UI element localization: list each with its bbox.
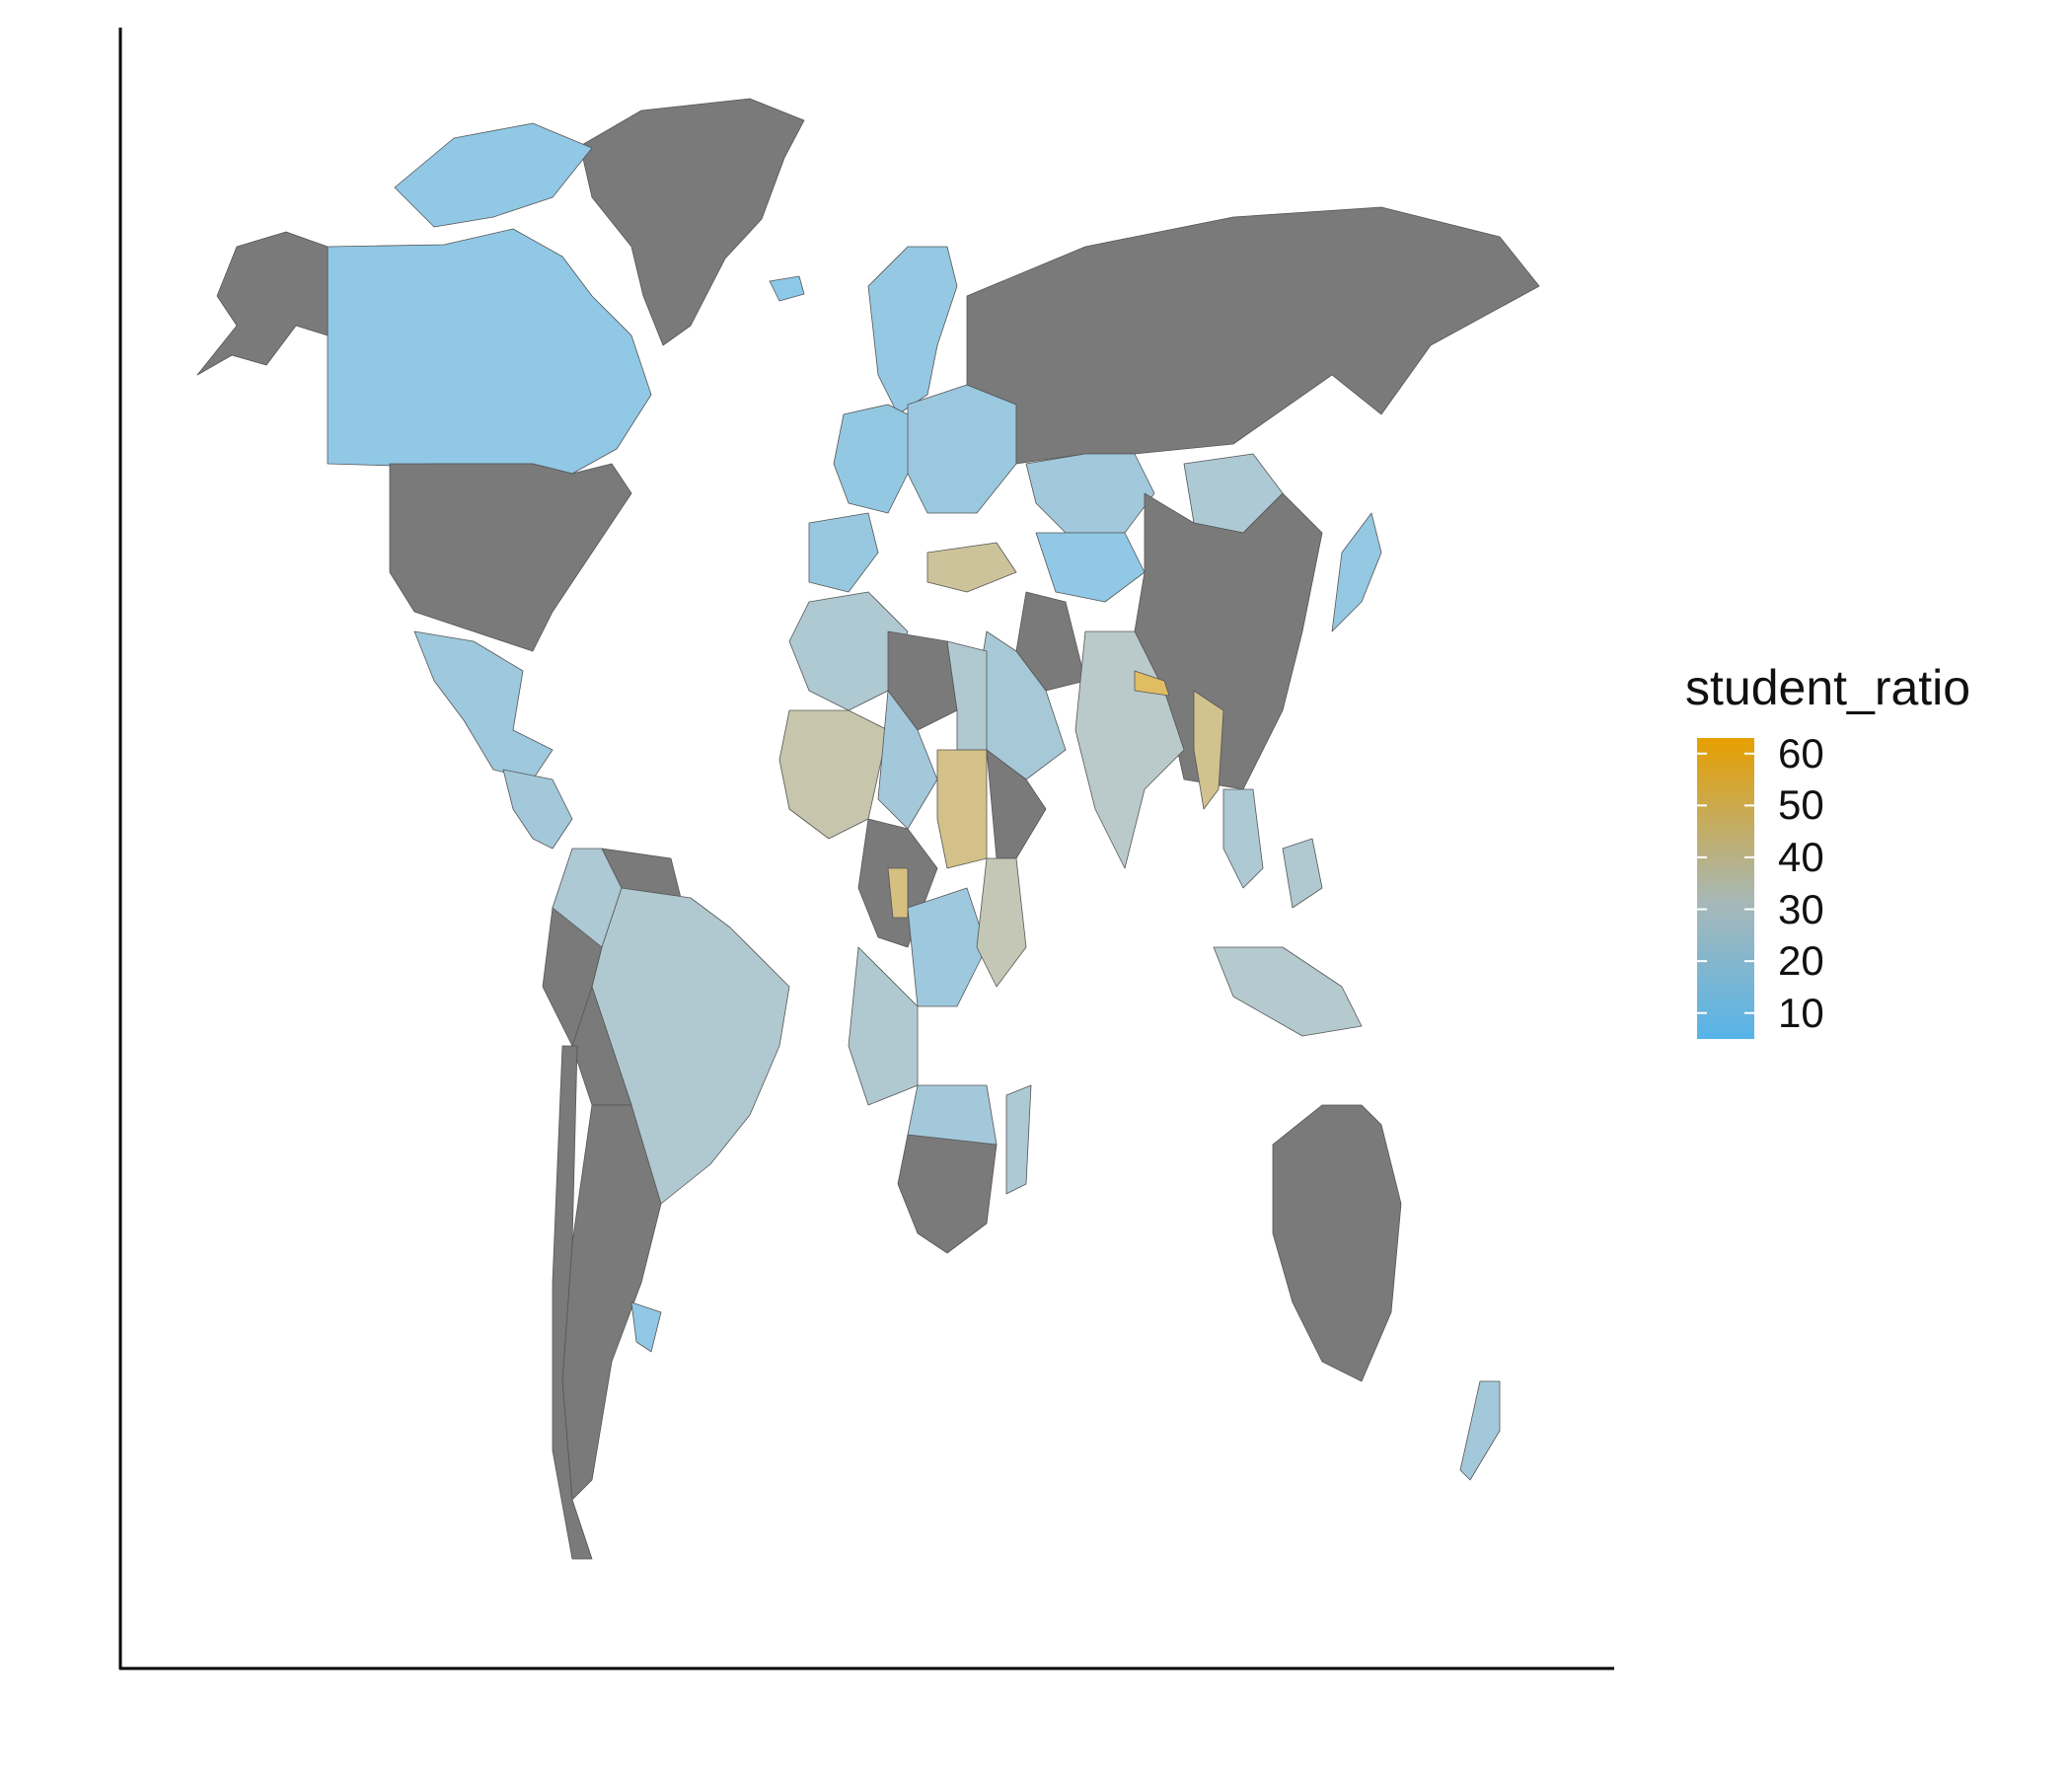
region-united-states <box>389 463 632 652</box>
region-australia <box>1272 1104 1402 1382</box>
region-greenland <box>579 98 805 346</box>
region-philippines <box>1282 838 1323 909</box>
region-uruguay <box>630 1301 662 1353</box>
region-south-africa <box>897 1134 998 1254</box>
region-nepal <box>1134 670 1170 697</box>
legend-title: student_ratio <box>1685 660 1971 715</box>
legend-tick-label: 60 <box>1778 729 1824 777</box>
region-central-america <box>502 769 573 850</box>
region-east-africa <box>976 857 1027 988</box>
region-turkey <box>926 542 1017 593</box>
region-russia <box>966 206 1540 465</box>
region-southeast-asia <box>1222 788 1264 889</box>
region-japan <box>1331 512 1382 632</box>
region-arctic-islands <box>394 122 593 228</box>
region-iran <box>1015 591 1086 692</box>
legend-tick-marks <box>1697 752 1754 1014</box>
region-central-asia <box>1035 532 1146 603</box>
map-regions <box>196 98 1540 1560</box>
region-eastern-europe <box>907 384 1017 514</box>
region-west-africa <box>778 709 889 840</box>
region-canada <box>327 228 652 475</box>
legend-colorbar <box>1697 738 1754 1039</box>
region-chad <box>877 690 938 830</box>
region-north-africa <box>788 591 909 711</box>
region-libya <box>887 630 958 731</box>
region-western-europe <box>833 404 928 514</box>
region-argentina <box>561 1104 662 1501</box>
region-horn-of-africa <box>986 749 1047 859</box>
region-indonesia <box>1213 946 1363 1037</box>
region-kazakhstan <box>1025 453 1155 534</box>
region-sudan <box>936 749 988 869</box>
region-chile <box>552 1045 593 1560</box>
region-myanmar <box>1193 690 1224 810</box>
region-iceland <box>769 275 805 302</box>
region-cameroon <box>887 867 909 919</box>
region-madagascar <box>1005 1084 1032 1195</box>
region-iberia <box>808 512 879 593</box>
region-scandinavia <box>867 246 958 415</box>
legend-tick-label: 20 <box>1778 937 1824 985</box>
region-angola <box>848 946 919 1106</box>
region-alaska <box>196 231 329 376</box>
legend-tick-label: 10 <box>1778 989 1824 1036</box>
legend-tick-label: 50 <box>1778 781 1824 829</box>
legend-tick-label: 30 <box>1778 885 1824 932</box>
legend-tick-label: 40 <box>1778 833 1824 880</box>
region-mexico <box>413 630 554 780</box>
region-dr-congo <box>907 887 988 1007</box>
region-new-zealand <box>1459 1380 1501 1481</box>
